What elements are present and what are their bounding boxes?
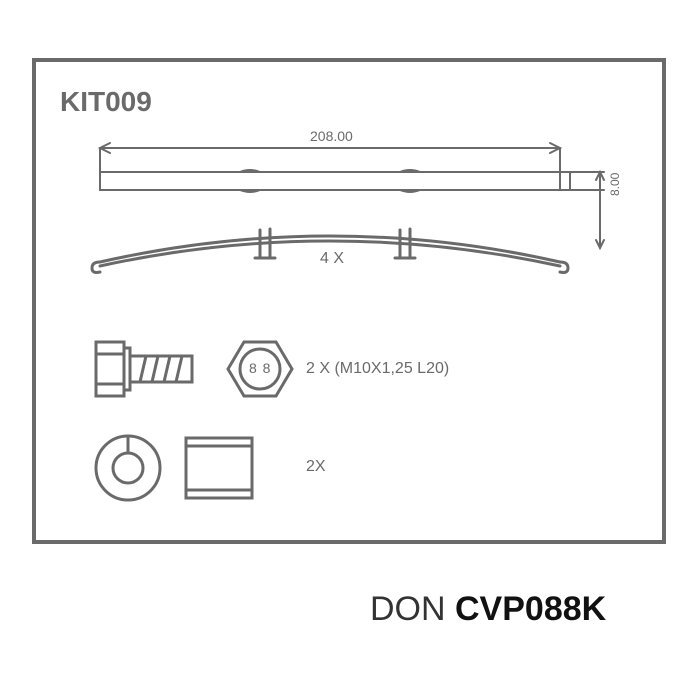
bolt-head-marking: 8 8 — [249, 360, 271, 376]
diagram-canvas: KIT009 208.00 8.00 4 X 8 8 2 X (M10X1,25… — [0, 0, 700, 700]
spring-quantity-label: 4 X — [320, 250, 344, 268]
dimension-height-label: 8.00 — [608, 173, 622, 196]
bolt-quantity-label: 2 X (M10X1,25 L20) — [306, 360, 449, 378]
spacer-quantity-label: 2X — [306, 458, 326, 476]
dimension-width-label: 208.00 — [310, 128, 353, 144]
part-number-prefix: DON — [370, 590, 455, 628]
kit-title: KIT009 — [60, 86, 152, 118]
part-number: DON CVP088K — [370, 590, 606, 629]
part-number-code: CVP088K — [455, 590, 606, 628]
